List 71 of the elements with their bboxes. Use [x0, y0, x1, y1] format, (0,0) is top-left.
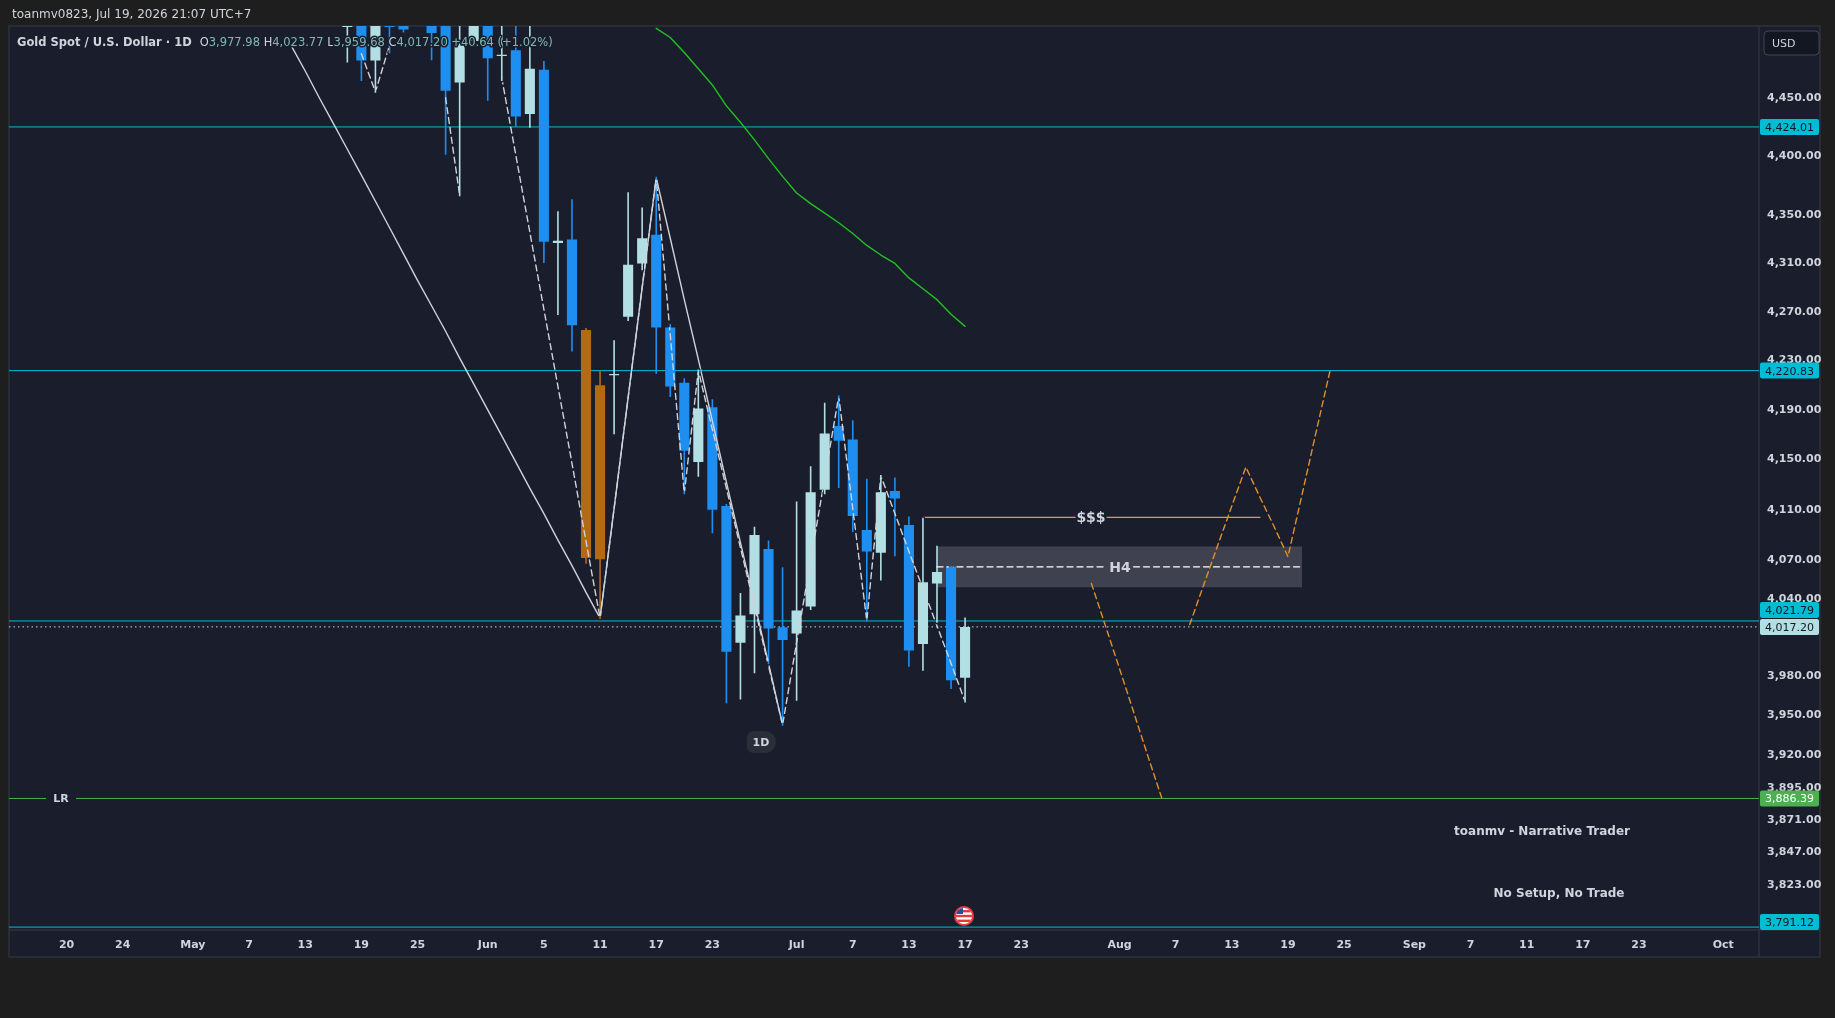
y-tick-label: 3,895.00	[1767, 780, 1822, 794]
x-tick-label: Oct	[1712, 938, 1734, 951]
x-tick-label: 17	[648, 938, 664, 951]
x-tick-label: 19	[353, 938, 370, 951]
annotation: toanmv - Narrative Trader	[1454, 824, 1631, 838]
ref-line-label: 3,886.39	[1765, 792, 1814, 806]
x-tick-label: Sep	[1402, 938, 1427, 951]
y-tick-label: 4,150.00	[1767, 452, 1822, 466]
x-tick-label: 5	[540, 938, 548, 951]
candlestick	[763, 540, 774, 665]
candlestick	[833, 395, 844, 488]
annotation: LR	[53, 792, 70, 805]
x-tick-label: 7	[848, 938, 857, 951]
x-tick-label: 7	[1171, 938, 1180, 951]
annotation: $$$	[1076, 509, 1106, 525]
y-tick-label: 4,040.00	[1767, 591, 1822, 605]
y-tick-label: 4,350.00	[1767, 208, 1822, 222]
ref-line-label: 3,791.12	[1765, 916, 1814, 929]
y-tick-label: 3,871.00	[1767, 813, 1822, 827]
candlestick	[552, 211, 563, 316]
x-tick-label: Jul	[787, 938, 805, 951]
line-series	[655, 27, 966, 328]
y-tick-label: 3,823.00	[1767, 877, 1822, 891]
candlestick	[623, 192, 634, 322]
y-tick-label: 3,950.00	[1767, 708, 1822, 722]
candlestick	[609, 340, 620, 435]
annotation: H4	[1109, 559, 1131, 575]
y-tick-label: 4,450.00	[1767, 90, 1822, 104]
x-tick-label: 7	[245, 938, 253, 951]
y-tick-label: 3,847.00	[1767, 845, 1822, 859]
y-tick-label: 4,070.00	[1767, 553, 1822, 567]
x-tick-label: 23	[1013, 938, 1029, 951]
x-tick-label: 25	[1336, 938, 1352, 951]
candlestick	[931, 545, 943, 623]
ref-line-label: 4,424.01	[1765, 120, 1814, 134]
y-tick-label: 4,190.00	[1767, 402, 1822, 416]
y-tick-label: 4,310.00	[1767, 256, 1822, 270]
x-tick-label: 23	[704, 938, 721, 951]
x-tick-label: Jun	[476, 938, 498, 951]
text: toanmv0823, Jul 19, 2026 21:07 UTC+7	[12, 7, 252, 21]
x-tick-label: 24	[115, 938, 131, 951]
x-tick-label: 11	[592, 938, 608, 951]
ref-line-label: 4,021.79	[1765, 603, 1814, 617]
y-tick-label: 4,110.00	[1767, 502, 1822, 516]
x-tick-label: 25	[409, 938, 426, 951]
x-tick-label: 17	[957, 938, 973, 951]
candlestick	[861, 478, 872, 622]
x-tick-label: Aug	[1107, 938, 1132, 951]
x-tick-label: 13	[297, 938, 313, 951]
candlestick	[566, 199, 578, 352]
text: Gold Spot / U.S. Dollar · 1D	[17, 35, 192, 49]
ref-line-label: 4,220.83	[1765, 364, 1814, 378]
y-axis-title: USD	[1772, 37, 1796, 50]
ref-line-label: 4,017.20	[1765, 620, 1814, 634]
x-tick-label: 13	[901, 938, 917, 951]
x-tick-label: 20	[58, 938, 75, 951]
x-tick-label: 13	[1224, 938, 1240, 951]
x-tick-label: 11	[1518, 938, 1535, 951]
x-tick-label: 23	[1631, 938, 1647, 951]
annotation: No Setup, No Trade	[1493, 886, 1625, 900]
annotation: 1D	[752, 736, 770, 749]
y-tick-label: 3,980.00	[1767, 669, 1822, 683]
y-tick-label: 4,230.00	[1767, 353, 1822, 367]
y-tick-label: 3,920.00	[1767, 747, 1822, 761]
y-tick-label: 4,400.00	[1767, 149, 1822, 163]
candlestick	[889, 477, 900, 557]
x-tick-label: 7	[1466, 938, 1475, 951]
x-tick-label: 17	[1575, 938, 1591, 951]
x-tick-label: 19	[1280, 938, 1296, 951]
x-tick-label: May	[180, 938, 206, 951]
y-tick-label: 4,270.00	[1767, 304, 1822, 318]
